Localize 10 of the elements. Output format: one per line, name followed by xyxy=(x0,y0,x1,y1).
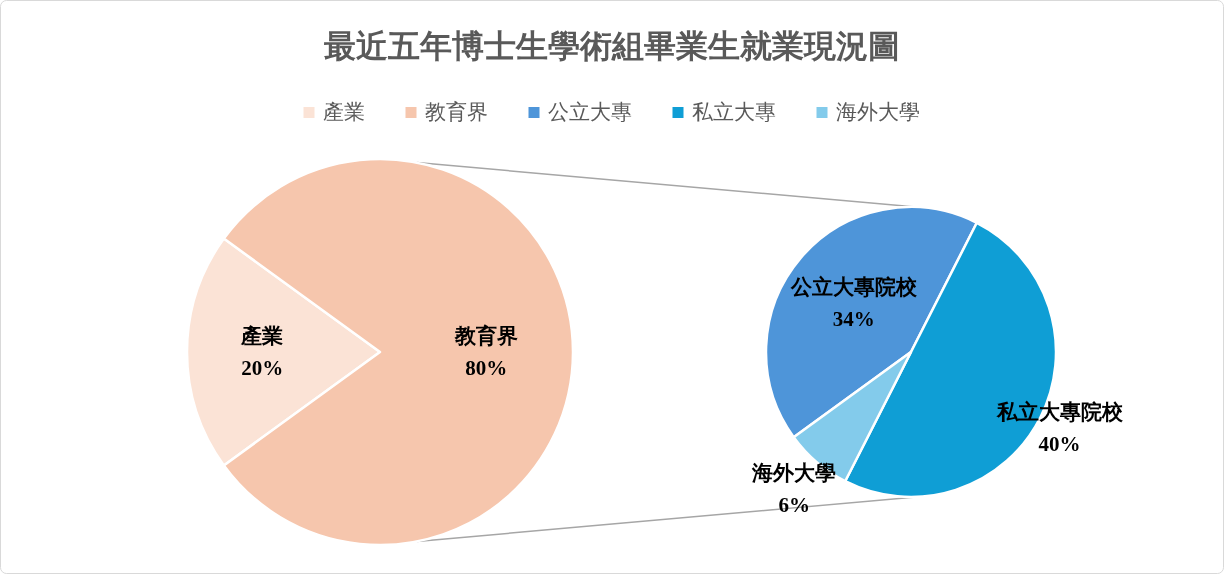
legend-label: 私立大專 xyxy=(691,100,776,124)
legend-label: 教育界 xyxy=(424,100,488,124)
data-label: 海外大學 6% xyxy=(751,460,837,517)
legend-label: 公立大專 xyxy=(547,100,632,124)
legend-label: 海外大學 xyxy=(835,100,920,124)
legend-label: 產業 xyxy=(322,100,365,124)
data-label: 產業 20% xyxy=(240,324,284,380)
chart-title: 最近五年博士生學術組畢業生就業現況圖 xyxy=(324,28,900,64)
data-label: 公立大專院校 34% xyxy=(789,275,918,332)
data-label: 教育界 80% xyxy=(453,324,518,380)
